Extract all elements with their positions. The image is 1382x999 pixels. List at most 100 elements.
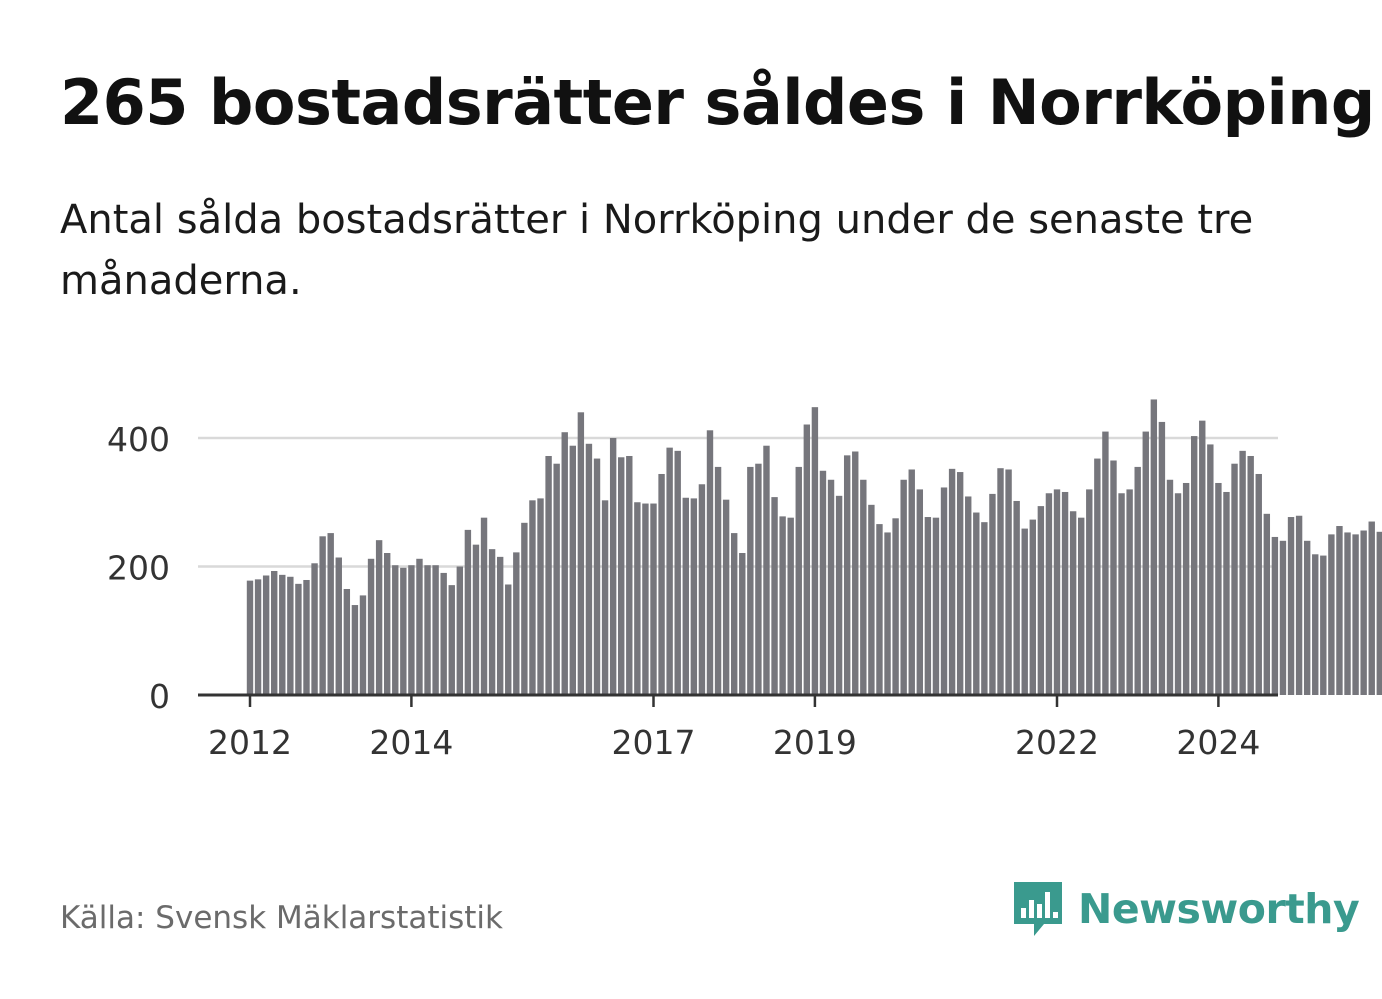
bar	[545, 455, 552, 695]
bar	[593, 458, 601, 695]
bar	[852, 451, 859, 695]
bar	[989, 493, 996, 695]
bar	[843, 455, 851, 695]
bar	[779, 516, 786, 695]
y-tick-label: 0	[149, 677, 170, 716]
bar	[948, 468, 956, 695]
newsworthy-logo-icon	[1014, 882, 1062, 936]
bar	[577, 412, 585, 695]
bar	[513, 552, 520, 695]
bar	[383, 553, 391, 695]
x-tick-label: 2024	[1176, 723, 1260, 762]
x-tick-label: 2019	[773, 723, 857, 762]
bar	[1069, 511, 1077, 695]
bar	[521, 522, 528, 695]
axis-labels: 0200400201220142017201920222024265	[107, 420, 1260, 762]
bar	[392, 565, 399, 695]
bar	[464, 529, 472, 695]
bar	[1376, 531, 1382, 695]
bar	[609, 438, 617, 695]
bar	[440, 572, 447, 695]
bar	[690, 498, 698, 695]
bar	[488, 549, 496, 695]
bar	[529, 500, 536, 695]
bar	[1078, 517, 1085, 695]
bar	[731, 533, 738, 695]
bar	[1255, 473, 1262, 695]
bar	[246, 580, 254, 695]
bar	[771, 497, 778, 695]
bar	[1287, 517, 1295, 695]
bar	[351, 605, 359, 695]
bar	[424, 565, 431, 695]
bar	[1166, 479, 1174, 695]
chart-subtitle: Antal sålda bostadsrätter i Norrköping u…	[60, 197, 1254, 304]
bar	[1118, 493, 1125, 695]
bar	[634, 502, 641, 695]
bar	[303, 579, 310, 695]
brand-name: Newsworthy	[1078, 885, 1360, 933]
bar	[254, 579, 262, 695]
bar	[860, 479, 867, 695]
bar	[642, 503, 649, 695]
chart-title: 265 bostadsrätter såldes i Norrköping	[60, 66, 1375, 139]
bar	[1360, 530, 1367, 695]
bar	[553, 463, 560, 695]
bar	[1303, 540, 1311, 695]
bar	[319, 536, 326, 695]
bar	[795, 466, 802, 695]
bar	[311, 563, 318, 695]
bar	[811, 407, 819, 695]
bar	[924, 517, 932, 695]
bar	[1174, 493, 1182, 695]
bar	[763, 445, 770, 695]
bar	[1126, 489, 1133, 695]
bar	[674, 450, 681, 695]
bar	[1199, 420, 1206, 695]
brand-logo: Newsworthy	[1010, 878, 1360, 940]
bar	[585, 443, 593, 695]
bar	[747, 466, 754, 695]
bar	[1150, 399, 1158, 695]
bar	[456, 566, 464, 695]
bar	[359, 595, 367, 695]
bar	[868, 504, 875, 695]
source-note: Källa: Svensk Mäklarstatistik	[60, 900, 503, 936]
bar	[496, 556, 504, 695]
x-tick-label: 2014	[369, 723, 453, 762]
bar	[1336, 526, 1343, 695]
bar	[343, 588, 351, 695]
bar	[1352, 534, 1359, 695]
bar	[827, 479, 835, 695]
bar	[876, 524, 883, 695]
bar	[1328, 534, 1335, 695]
bar	[1037, 506, 1045, 695]
bar	[537, 498, 544, 695]
x-tick-label: 2022	[1015, 723, 1099, 762]
bar	[803, 424, 811, 695]
bar	[650, 503, 657, 695]
bar	[1247, 455, 1254, 695]
bar	[1005, 469, 1012, 695]
bar	[367, 558, 375, 695]
bar	[432, 565, 439, 695]
bar	[739, 553, 746, 695]
bar	[472, 544, 480, 695]
bar	[1045, 493, 1053, 695]
bar	[908, 469, 915, 695]
bar	[262, 575, 270, 695]
bar	[981, 522, 988, 695]
bar	[940, 487, 948, 695]
bar	[626, 455, 633, 695]
bar	[1271, 536, 1279, 695]
bar	[1086, 489, 1093, 695]
bar	[698, 484, 706, 695]
bar	[295, 583, 302, 695]
bar	[900, 479, 907, 695]
bar	[569, 445, 576, 695]
bar	[1190, 436, 1198, 695]
bar	[714, 466, 722, 695]
bar	[1231, 463, 1238, 695]
bar	[279, 574, 286, 695]
